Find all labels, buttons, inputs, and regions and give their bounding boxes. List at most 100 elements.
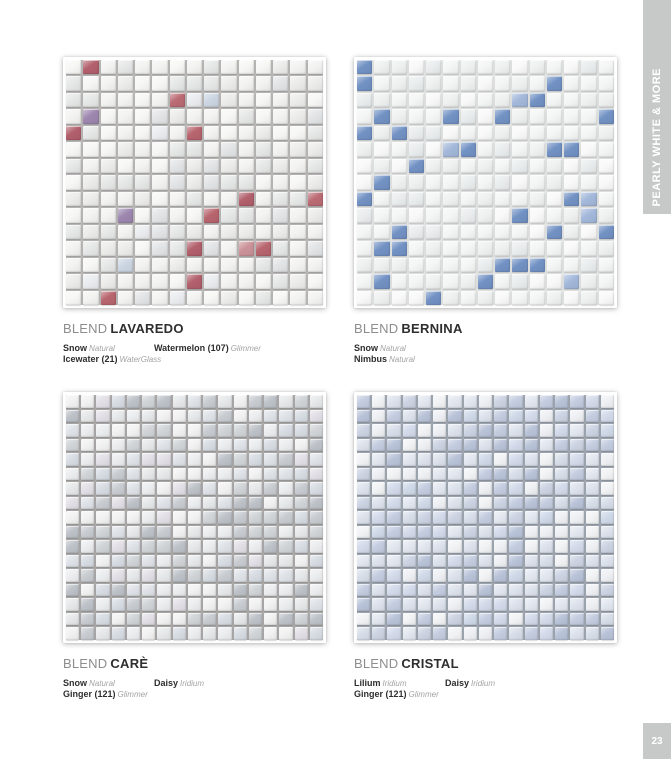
mosaic-tile bbox=[142, 554, 156, 568]
mosaic-tile bbox=[460, 142, 476, 157]
mosaic-tile bbox=[564, 92, 580, 108]
mosaic-tile bbox=[581, 60, 597, 75]
mosaic-tile bbox=[273, 208, 289, 223]
mosaic-tile bbox=[524, 598, 538, 611]
mosaic-tile bbox=[152, 142, 168, 157]
mosaic-tile bbox=[169, 60, 185, 75]
swatch-finish: Glimmer bbox=[117, 690, 148, 699]
mosaic-tile bbox=[172, 409, 186, 423]
mosaic-tile bbox=[204, 109, 220, 124]
mosaic-tile bbox=[478, 395, 493, 408]
mosaic-tile bbox=[81, 612, 95, 626]
mosaic-tile bbox=[307, 290, 323, 305]
mosaic-tile bbox=[555, 482, 569, 495]
mosaic-photo bbox=[63, 392, 326, 643]
mosaic-tile bbox=[448, 424, 462, 437]
mosaic-tile bbox=[460, 92, 476, 108]
mosaic-tile bbox=[186, 109, 203, 124]
mosaic-tile bbox=[157, 467, 171, 481]
mosaic-tile bbox=[111, 569, 125, 582]
mosaic-tile bbox=[477, 191, 494, 207]
mosaic-tile bbox=[372, 583, 386, 597]
mosaic-tile bbox=[585, 409, 599, 423]
mosaic-tile bbox=[402, 598, 416, 611]
swatch-name: Watermelon (107) bbox=[154, 343, 229, 353]
mosaic-tile bbox=[460, 175, 476, 190]
mosaic-tile bbox=[598, 191, 614, 207]
mosaic-tile bbox=[264, 395, 278, 408]
mosaic-tile bbox=[157, 438, 171, 452]
mosaic-tile bbox=[248, 496, 263, 510]
mosaic-tile bbox=[248, 511, 263, 524]
mosaic-tile bbox=[290, 241, 306, 256]
mosaic-tile bbox=[600, 395, 614, 408]
mosaic-tile bbox=[509, 438, 523, 452]
mosaic-tile bbox=[417, 482, 432, 495]
mosaic-tile bbox=[186, 76, 203, 91]
mosaic-tile bbox=[255, 92, 272, 108]
mosaic-tile bbox=[233, 482, 247, 495]
mosaic-tile bbox=[546, 175, 563, 190]
mosaic-tile bbox=[204, 241, 220, 256]
mosaic-tile bbox=[169, 191, 185, 207]
mosaic-tile bbox=[169, 92, 185, 108]
mosaic-tile bbox=[387, 438, 401, 452]
mosaic-tile bbox=[187, 409, 202, 423]
mosaic-tile bbox=[387, 525, 401, 539]
mosaic-tile bbox=[478, 554, 493, 568]
mosaic-tile bbox=[495, 208, 511, 223]
mosaic-tile bbox=[426, 125, 442, 141]
mosaic-tile bbox=[66, 241, 82, 256]
swatch-name: Snow bbox=[63, 678, 87, 688]
mosaic-tile bbox=[290, 257, 306, 273]
category-tab-pearly-white-and-more[interactable]: PEARLY WHITE & MORE bbox=[643, 0, 671, 214]
mosaic-tile bbox=[408, 274, 425, 289]
mosaic-tile bbox=[581, 224, 597, 240]
mosaic-tile bbox=[152, 109, 168, 124]
mosaic-tile bbox=[443, 224, 459, 240]
mosaic-tile bbox=[524, 453, 538, 466]
mosaic-tile bbox=[203, 482, 217, 495]
mosaic-tile bbox=[96, 496, 110, 510]
mosaic-tile bbox=[443, 257, 459, 273]
mosaic-tile bbox=[357, 191, 373, 207]
mosaic-tile bbox=[495, 60, 511, 75]
mosaic-tile bbox=[307, 241, 323, 256]
mosaic-tile bbox=[426, 274, 442, 289]
mosaic-tile bbox=[374, 92, 390, 108]
mosaic-tile bbox=[408, 175, 425, 190]
mosaic-tile bbox=[100, 60, 116, 75]
mosaic-tile bbox=[172, 554, 186, 568]
mosaic-tile bbox=[96, 627, 110, 640]
mosaic-tile bbox=[233, 409, 247, 423]
mosaic-tile bbox=[529, 208, 545, 223]
mosaic-tile bbox=[273, 92, 289, 108]
mosaic-tile bbox=[255, 125, 272, 141]
mosaic-tile bbox=[443, 60, 459, 75]
mosaic-tile bbox=[555, 453, 569, 466]
mosaic-tile bbox=[169, 224, 185, 240]
mosaic-tile bbox=[443, 290, 459, 305]
mosaic-tile bbox=[66, 92, 82, 108]
mosaic-tile bbox=[524, 612, 538, 626]
mosaic-tile bbox=[564, 257, 580, 273]
mosaic-tile bbox=[509, 583, 523, 597]
mosaic-tile bbox=[408, 208, 425, 223]
mosaic-tile bbox=[598, 76, 614, 91]
mosaic-tile bbox=[443, 76, 459, 91]
mosaic-tile bbox=[66, 175, 82, 190]
mosaic-tile bbox=[172, 467, 186, 481]
mosaic-tile bbox=[585, 554, 599, 568]
mosaic-tile bbox=[581, 76, 597, 91]
mosaic-tile bbox=[157, 612, 171, 626]
mosaic-tile bbox=[391, 224, 407, 240]
mosaic-tile bbox=[581, 142, 597, 157]
mosaic-tile bbox=[374, 175, 390, 190]
mosaic-tile bbox=[463, 540, 477, 553]
mosaic-tile bbox=[81, 569, 95, 582]
mosaic-tile bbox=[600, 496, 614, 510]
mosaic-tile bbox=[598, 92, 614, 108]
mosaic-tile bbox=[169, 109, 185, 124]
mosaic-tile bbox=[203, 569, 217, 582]
mosaic-tile bbox=[221, 257, 237, 273]
